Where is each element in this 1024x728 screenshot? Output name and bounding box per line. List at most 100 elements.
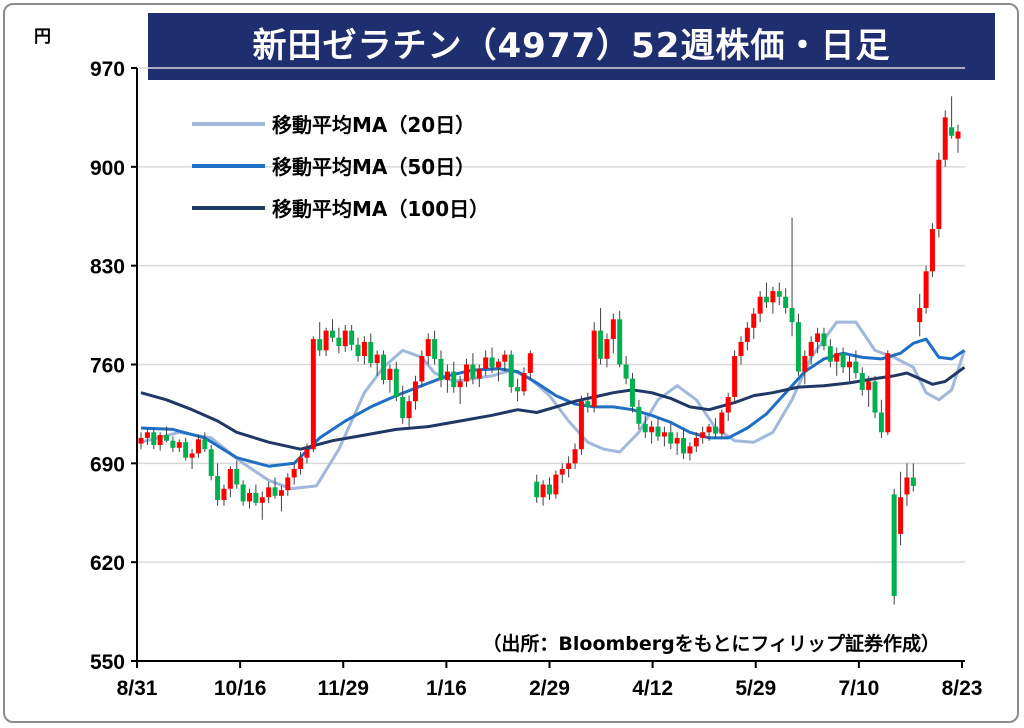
candle-body xyxy=(483,357,489,369)
candle-body xyxy=(336,337,342,347)
candle-body xyxy=(706,426,712,433)
candle-body xyxy=(208,449,214,477)
x-tick-label: 4/12 xyxy=(632,677,673,700)
candle-body xyxy=(808,341,814,357)
candle-body xyxy=(802,356,808,372)
candle-body xyxy=(266,487,272,498)
ma100-line xyxy=(140,366,966,451)
candle-body xyxy=(923,271,929,309)
candle-body xyxy=(464,364,470,382)
candle-body xyxy=(425,339,431,357)
candle-body xyxy=(681,437,687,454)
candle-body xyxy=(872,381,878,413)
candle-body xyxy=(259,497,265,503)
candle-body xyxy=(649,426,655,433)
candle-body xyxy=(629,378,635,407)
candle-body xyxy=(904,477,910,495)
candle-body xyxy=(910,477,916,486)
candle-body xyxy=(221,488,227,501)
candle-body xyxy=(457,381,463,388)
candle-body xyxy=(138,437,144,444)
candle-body xyxy=(387,368,393,381)
candle-body xyxy=(764,296,770,303)
candle-body xyxy=(495,361,501,368)
candle-body xyxy=(157,435,163,445)
candle-body xyxy=(202,439,208,450)
candle-body xyxy=(572,449,578,464)
candle-body xyxy=(317,339,323,351)
candle-body xyxy=(795,322,801,372)
candle-body xyxy=(732,356,738,397)
candle-body xyxy=(834,353,840,362)
y-tick-label: 760 xyxy=(90,355,125,378)
legend-label: 移動平均MA（100日） xyxy=(272,197,489,221)
candle-body xyxy=(189,453,195,458)
candle-body xyxy=(553,474,559,495)
y-tick-label: 550 xyxy=(90,651,125,674)
y-tick-label: 690 xyxy=(90,453,125,476)
candle-body xyxy=(444,371,450,381)
candle-body xyxy=(725,396,731,413)
candle-body xyxy=(361,341,367,357)
candle-body xyxy=(936,159,942,229)
candle-body xyxy=(821,333,827,347)
candle-body xyxy=(291,468,297,478)
x-tick-label: 8/31 xyxy=(117,677,158,700)
ma50-line xyxy=(140,337,966,468)
candle-body xyxy=(846,361,852,368)
chart-title: 新田ゼラチン（4977）52週株価・日足 xyxy=(148,13,995,80)
candle-body xyxy=(827,346,833,362)
candle-body xyxy=(400,396,406,419)
candle-body xyxy=(502,354,508,362)
candle-body xyxy=(144,432,150,438)
candle-body xyxy=(712,426,718,434)
candle-body xyxy=(547,484,552,495)
candle-body xyxy=(610,319,616,340)
candle-body xyxy=(840,353,846,368)
x-tick-label: 1/16 xyxy=(426,677,467,700)
candle-body xyxy=(368,341,374,364)
candle-body xyxy=(591,330,597,407)
candle-body xyxy=(521,372,527,392)
candle-body xyxy=(278,490,284,496)
candles xyxy=(138,96,961,605)
candle-body xyxy=(642,423,648,433)
x-tick-label: 10/16 xyxy=(214,677,267,700)
x-tick-label: 5/29 xyxy=(735,677,776,700)
y-tick-label: 830 xyxy=(90,256,125,279)
candle-body xyxy=(451,371,457,388)
candle-body xyxy=(183,442,189,458)
x-tick-labels: 8/31 10/16 11/29 1/16 2/29 4/12 5/29 7/10 8/23 xyxy=(117,661,983,700)
candle-body xyxy=(891,494,897,597)
candle-body xyxy=(885,353,891,433)
candle-body xyxy=(329,330,335,338)
candle-body xyxy=(285,477,291,491)
y-tick-label: 900 xyxy=(90,157,125,180)
legend-label: 移動平均MA（50日） xyxy=(272,155,475,179)
candle-body xyxy=(655,426,661,437)
candle-body xyxy=(234,468,240,485)
candle-body xyxy=(195,439,201,454)
candle-body xyxy=(406,401,412,419)
x-tick-label: 8/23 xyxy=(942,677,983,700)
candle-body xyxy=(955,131,961,139)
candle-body xyxy=(342,330,348,347)
x-tick-label: 11/29 xyxy=(318,677,369,700)
candle-body xyxy=(419,356,425,382)
candle-body xyxy=(585,401,591,407)
candle-body xyxy=(738,341,744,357)
candle-body xyxy=(349,330,355,345)
candle-body xyxy=(298,457,304,469)
legend-label: 移動平均MA（20日） xyxy=(272,113,475,137)
candle-body xyxy=(929,228,935,272)
candle-body xyxy=(668,432,674,444)
candle-body xyxy=(578,401,584,450)
candle-body xyxy=(534,481,540,498)
candle-body xyxy=(304,449,310,458)
candle-body xyxy=(476,368,482,379)
candle-body xyxy=(693,437,699,447)
candle-body xyxy=(783,296,789,309)
candle-body xyxy=(859,372,865,390)
candle-body xyxy=(489,357,495,368)
